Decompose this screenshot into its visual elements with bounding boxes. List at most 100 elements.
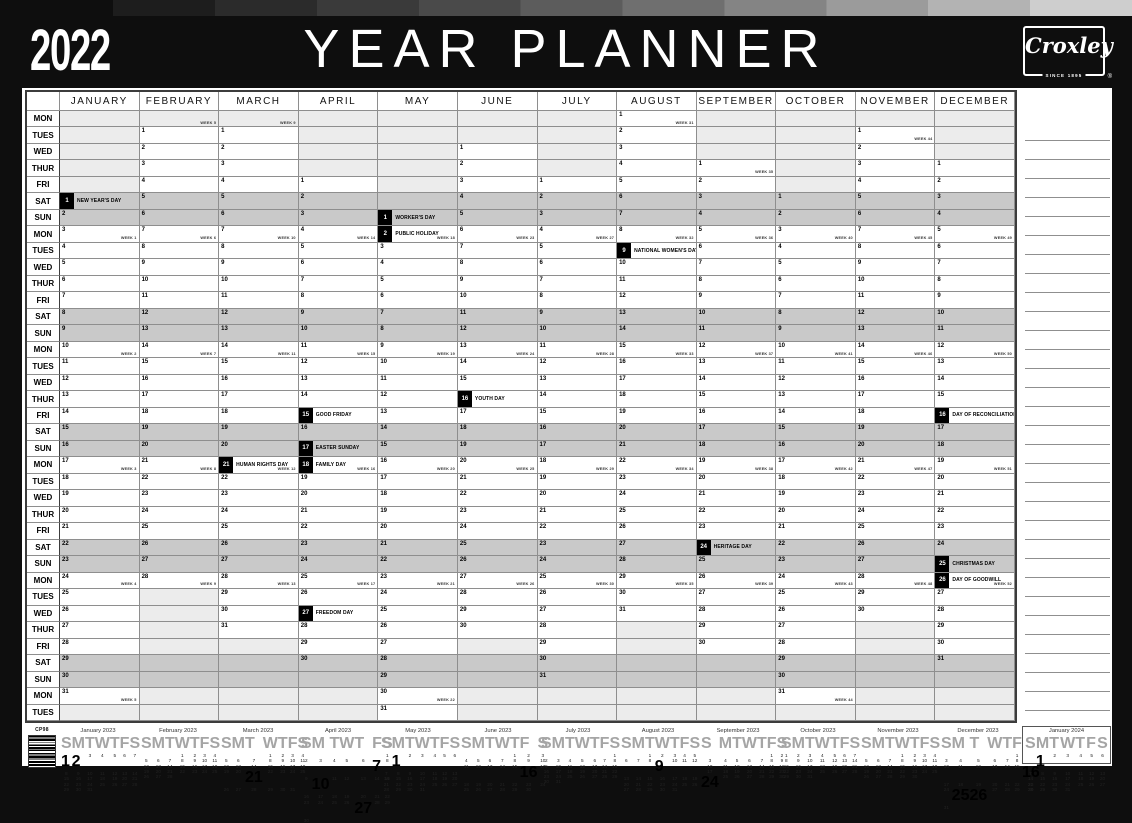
day-cell: 21 [60, 523, 140, 540]
mini-date: 29 [63, 786, 69, 792]
mini-date: 1 [1035, 753, 1045, 770]
day-cell: 29 [219, 589, 299, 606]
mini-date: 27 [592, 774, 598, 780]
mini-date: 10 [419, 771, 425, 776]
mini-date: 8 [613, 758, 617, 764]
mini-date: 15 [1039, 776, 1046, 782]
date-number: 13 [857, 326, 865, 333]
mini-dow-label: T [969, 735, 980, 752]
day-cell: 11 [457, 308, 538, 326]
date-number: 4 [380, 260, 384, 267]
day-cell: 5 [617, 176, 697, 194]
day-cell: 1 WEEK 31 [617, 111, 697, 128]
date-number: 1 [619, 112, 623, 118]
mini-date: 31 [289, 786, 296, 792]
mini-date: 11 [723, 763, 728, 769]
date-number: 31 [778, 689, 785, 696]
date-number: 4 [300, 227, 305, 234]
mini-date: 31 [807, 774, 813, 780]
date-number: 15 [62, 425, 69, 432]
day-cell: 1 WORKER'S DAY [378, 209, 458, 227]
day-cell: 17 WEEK 42 [776, 457, 856, 474]
week-label: WEEK 51 [993, 466, 1012, 471]
mini-date: 27 [235, 786, 241, 792]
mini-date: 6 [488, 758, 492, 764]
day-cell: 20 [855, 440, 936, 458]
mini-date: 30 [1028, 786, 1034, 792]
day-cell: 27 [60, 622, 140, 639]
mini-date: 15 [384, 776, 390, 782]
mini-dow-label: F [599, 735, 610, 752]
date-number: 23 [62, 557, 69, 564]
date-number: 22 [459, 491, 467, 498]
date-number: 6 [937, 243, 941, 250]
mini-dow-label: W [894, 735, 910, 752]
mini-date: 27 [841, 768, 848, 774]
mini-date: 5 [1090, 753, 1093, 758]
date-number: 30 [62, 672, 69, 679]
day-cell: 20 [935, 473, 1015, 491]
date-number: 17 [380, 474, 388, 481]
date-number: 20 [857, 441, 865, 448]
mini-dow-label: S [381, 735, 393, 752]
blank-cell [457, 638, 538, 656]
page-title: YEAR PLANNER [303, 19, 829, 79]
date-number: 12 [698, 342, 706, 349]
day-cell: 18 [855, 407, 936, 425]
date-number: 15 [619, 342, 626, 349]
mini-date: 16 [280, 763, 286, 769]
mini-date: 23 [1028, 781, 1034, 787]
week-label: WEEK 15 [357, 351, 376, 356]
day-cell: 16 [219, 374, 299, 392]
date-number: 5 [937, 227, 941, 234]
week-label: WEEK 35 [755, 170, 774, 175]
day-cell: 27 FREEDOM DAY [298, 605, 379, 623]
day-cell: 17 [935, 424, 1015, 441]
mini-date: 4 [433, 753, 437, 758]
mini-date: 29 [899, 774, 905, 780]
day-cell: 13 [139, 325, 220, 342]
mini-date: 29 [647, 786, 653, 792]
date-number: 11 [141, 293, 148, 300]
week-label: WEEK 12 [277, 466, 296, 471]
mini-date: 24 [540, 781, 546, 787]
holiday-date-badge: 2 [378, 226, 393, 242]
mini-date: 19 [223, 768, 229, 774]
date-number: 12 [539, 359, 547, 366]
blank-cell [696, 655, 777, 672]
date-number: 8 [539, 293, 543, 300]
date-number: 14 [539, 392, 547, 399]
day-cell: 10 [935, 308, 1015, 326]
day-cell: 8 [776, 308, 856, 326]
date-number: 12 [619, 293, 626, 300]
day-cell: 13 [617, 308, 697, 326]
mini-dow-label: T [669, 735, 680, 752]
date-number: 24 [619, 491, 626, 498]
blank-cell [60, 111, 140, 128]
mini-date: 14 [383, 776, 389, 782]
mini-date: 10 [201, 758, 208, 764]
day-cell: 4 [457, 193, 538, 210]
holiday-label: NEW YEAR'S DAY [77, 198, 122, 205]
mini-dow-label: T [1075, 735, 1086, 752]
date-number: 27 [62, 623, 69, 630]
mini-date: 26 [692, 781, 698, 787]
date-number: 29 [300, 639, 308, 646]
mini-date: 23 [192, 768, 198, 774]
day-cell: 17 [378, 473, 458, 491]
date-number: 28 [300, 623, 308, 630]
mini-date: 16 [519, 763, 538, 781]
registered-mark-icon: ® [1107, 74, 1112, 80]
date-number: 2 [539, 194, 543, 201]
mini-dow-label: W [741, 735, 758, 752]
mini-date: 2 [1053, 753, 1056, 758]
mini-date: 16 [303, 794, 309, 800]
day-cell: 2 [139, 143, 220, 161]
mini-dow-label: W [574, 735, 590, 752]
day-row-label: TUES [27, 358, 60, 375]
day-cell: 25 [696, 556, 777, 573]
day-cell: 10 [537, 325, 618, 342]
day-row-label: WED [27, 374, 60, 392]
day-cell: 20 [776, 506, 856, 524]
